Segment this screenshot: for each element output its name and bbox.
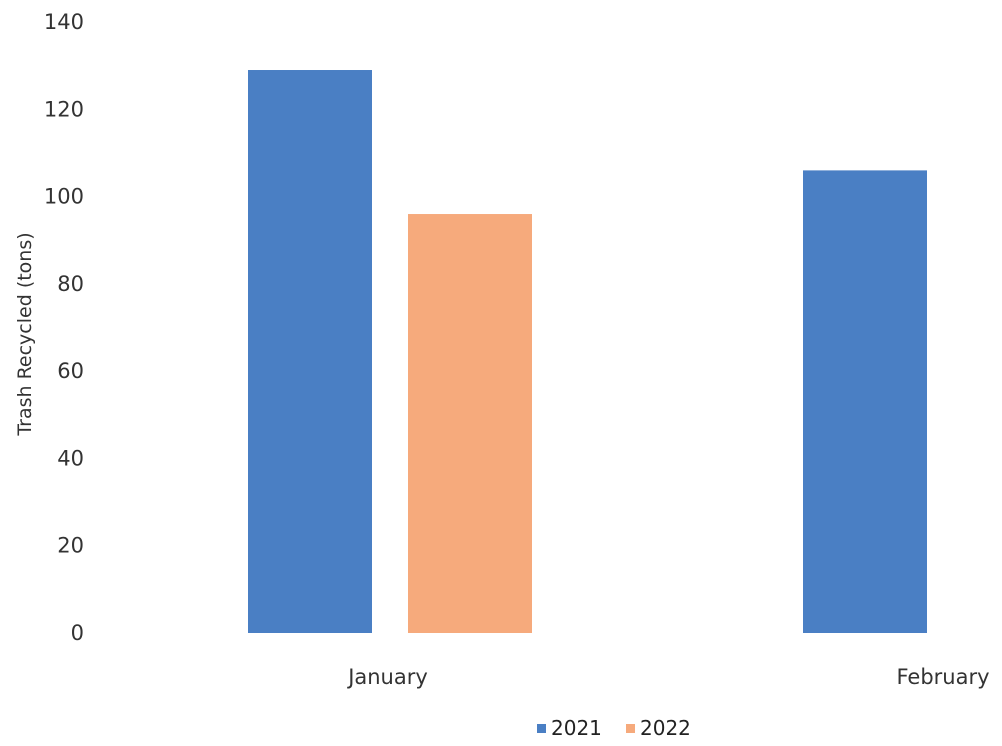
- bar-january-2021: [248, 70, 372, 633]
- x-axis-ticks: January February: [346, 665, 989, 689]
- legend-label-2021: 2021: [551, 716, 602, 740]
- bar-february-2021: [803, 170, 927, 633]
- legend: 2021 2022: [537, 716, 691, 740]
- legend-swatch-2022: [626, 724, 635, 733]
- legend-swatch-2021: [537, 724, 546, 733]
- y-axis-ticks: 0 20 40 60 80 100 120 140: [44, 10, 84, 645]
- y-tick-label: 140: [44, 10, 84, 34]
- x-tick-label: January: [346, 665, 428, 689]
- y-tick-label: 100: [44, 185, 84, 209]
- y-tick-label: 60: [57, 359, 84, 383]
- y-axis-label: Trash Recycled (tons): [14, 232, 36, 436]
- x-tick-label: February: [896, 665, 989, 689]
- y-tick-label: 20: [57, 534, 84, 558]
- y-tick-label: 120: [44, 97, 84, 121]
- y-tick-label: 0: [71, 621, 84, 645]
- legend-label-2022: 2022: [640, 716, 691, 740]
- bar-january-2022: [408, 214, 532, 633]
- bars: [248, 70, 927, 633]
- y-tick-label: 40: [57, 446, 84, 470]
- y-tick-label: 80: [57, 272, 84, 296]
